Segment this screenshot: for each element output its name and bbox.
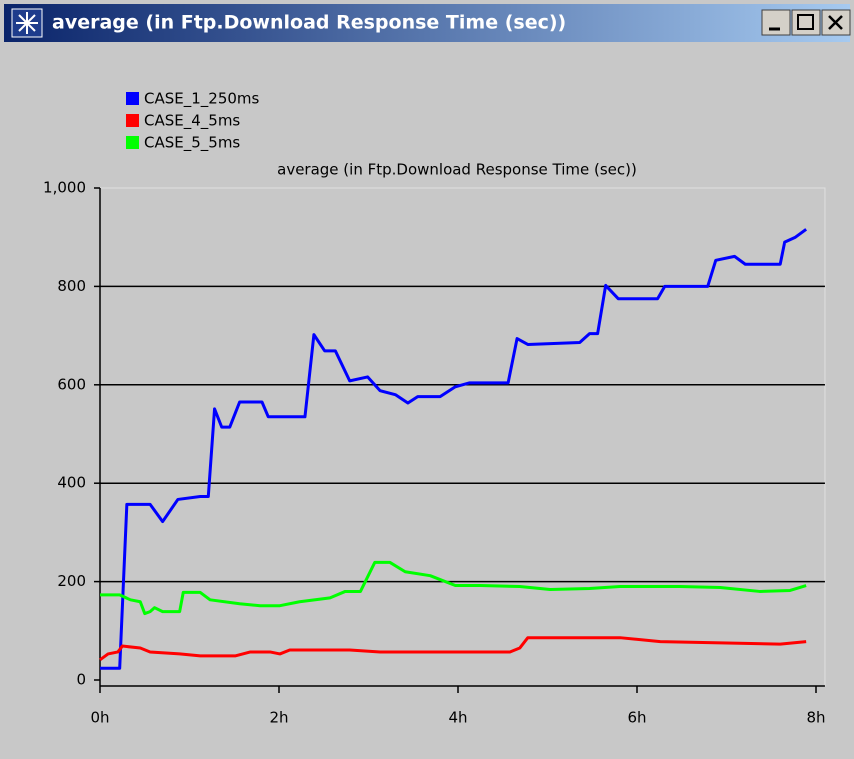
chart-title: average (in Ftp.Download Response Time (… xyxy=(277,161,637,179)
series-line xyxy=(100,228,808,670)
x-tick-label: 4h xyxy=(448,709,467,727)
y-tick-label: 800 xyxy=(57,277,86,295)
window-title: average (in Ftp.Download Response Time (… xyxy=(52,12,566,34)
maximize-button[interactable] xyxy=(791,9,821,36)
legend-swatch xyxy=(126,114,139,127)
legend-label: CASE_4_5ms xyxy=(144,112,240,131)
series-line xyxy=(100,560,807,616)
close-button[interactable] xyxy=(821,9,851,36)
x-tick-label: 2h xyxy=(269,709,288,727)
close-glyph xyxy=(828,15,843,30)
maximize-glyph xyxy=(797,14,814,30)
plot-area xyxy=(99,187,826,687)
legend-swatch xyxy=(126,136,139,149)
window-buttons[interactable] xyxy=(761,9,851,36)
y-tick-label: 400 xyxy=(57,474,86,492)
series-line xyxy=(99,636,807,662)
y-tick-label: 600 xyxy=(57,375,86,393)
icon-star xyxy=(16,12,38,34)
x-tick-label: 6h xyxy=(627,709,646,727)
minimize-button[interactable] xyxy=(761,9,791,36)
x-tick-label: 0h xyxy=(90,709,109,727)
title-bar xyxy=(4,4,850,42)
legend-swatch xyxy=(126,92,139,105)
y-tick-label: 1,000 xyxy=(43,179,86,197)
x-tick-label: 8h xyxy=(806,709,825,727)
y-tick-label: 0 xyxy=(76,671,86,689)
legend-label: CASE_5_5ms xyxy=(144,134,240,153)
legend-label: CASE_1_250ms xyxy=(144,90,260,109)
y-tick-label: 200 xyxy=(57,572,86,590)
